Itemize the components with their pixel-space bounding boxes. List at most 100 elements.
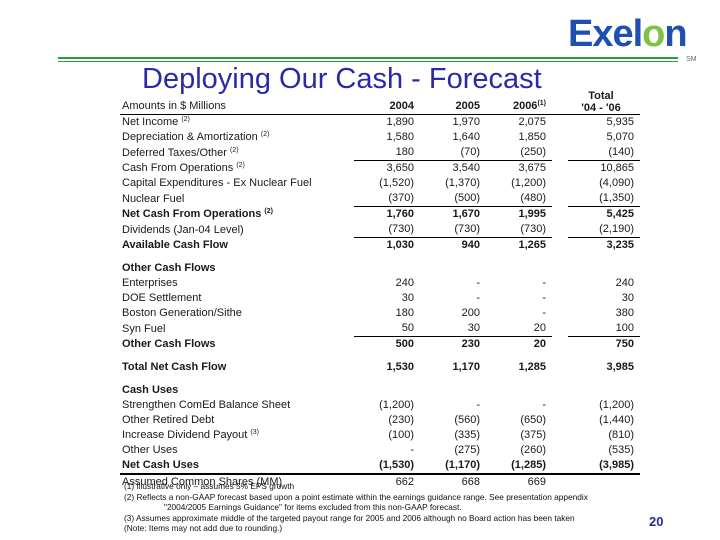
row-label: Capital Expenditures - Ex Nuclear Fuel bbox=[120, 176, 354, 191]
value-2005-text: 940 bbox=[461, 239, 480, 251]
table-row: Total Net Cash Flow 1,530 1,170 1,285 3,985 bbox=[120, 360, 640, 375]
value-2005-text: 1,670 bbox=[452, 208, 480, 220]
row-label: Other Cash Flows bbox=[120, 337, 354, 353]
value-total-text: (1,200) bbox=[599, 399, 634, 411]
row-label: Net Cash From Operations (2) bbox=[120, 207, 354, 223]
value-2004: (1,530) bbox=[354, 458, 420, 475]
exelon-logo: Exelon SM bbox=[568, 13, 697, 63]
table-row: Cash From Operations (2) 3,650 3,540 3,675 1… bbox=[120, 161, 640, 177]
value-total-text: 3,985 bbox=[606, 361, 634, 373]
row-label-text: DOE Settlement bbox=[122, 292, 202, 304]
value-2005: 30 bbox=[420, 321, 486, 337]
value-2006: (1,200) bbox=[486, 176, 552, 191]
value-2005: 1,640 bbox=[420, 130, 486, 145]
table-row: Increase Dividend Payout (3) (100) (335) (3… bbox=[120, 428, 640, 443]
value-2006-text: 20 bbox=[533, 322, 546, 334]
cash-flow-table: Amounts in $ Millions 2004 2005 2006 (1) … bbox=[120, 88, 640, 490]
row-label-text: Cash Uses bbox=[122, 384, 179, 396]
row-label-text: Other Uses bbox=[122, 444, 178, 456]
value-2004-text: 3,650 bbox=[386, 162, 414, 174]
value-2004-text: 662 bbox=[395, 476, 414, 488]
header-amounts-label: Amounts in $ Millions bbox=[122, 100, 226, 112]
logo-trademark: SM bbox=[686, 56, 697, 63]
value-2004-text: 1,030 bbox=[386, 239, 414, 251]
value-total: 5,425 bbox=[568, 207, 640, 223]
value-total: (4,090) bbox=[568, 176, 640, 191]
value-2004: 30 bbox=[354, 291, 420, 306]
row-label-text: Net Income bbox=[122, 116, 179, 128]
header-2006-note: (1) bbox=[537, 100, 546, 107]
row-label: Available Cash Flow bbox=[120, 238, 354, 254]
value-total-text: 5,935 bbox=[606, 116, 634, 128]
value-total-text: 750 bbox=[615, 338, 634, 350]
value-2005: (1,170) bbox=[420, 458, 486, 475]
row-footnote-ref: (2) bbox=[260, 131, 270, 138]
value-2005-text: (500) bbox=[454, 192, 480, 204]
table-row: DOE Settlement 30 - - 30 bbox=[120, 291, 640, 306]
table-row: Other Retired Debt (230) (560) (650) (1,440) bbox=[120, 413, 640, 428]
table-row: Syn Fuel 50 30 20 100 bbox=[120, 321, 640, 337]
value-2005: - bbox=[420, 398, 486, 413]
value-total-text: (2,190) bbox=[599, 223, 634, 235]
value-total: (1,350) bbox=[568, 191, 640, 207]
page-number: 20 bbox=[649, 514, 664, 529]
row-label: DOE Settlement bbox=[120, 291, 354, 306]
value-2006: 20 bbox=[486, 337, 552, 353]
value-2005-text: 3,540 bbox=[452, 162, 480, 174]
value-2005 bbox=[420, 261, 486, 276]
value-2004-text: (370) bbox=[388, 192, 414, 204]
value-total-text: 380 bbox=[615, 307, 634, 319]
value-2006-text: 20 bbox=[533, 338, 546, 350]
row-label: Boston Generation/Sithe bbox=[120, 306, 354, 321]
value-2006: 2,075 bbox=[486, 114, 552, 130]
value-2006-text: 3,675 bbox=[518, 162, 546, 174]
value-2004: 662 bbox=[354, 474, 420, 490]
value-2004-text: 30 bbox=[401, 292, 414, 304]
value-2004: 1,760 bbox=[354, 207, 420, 223]
value-2004-text: (100) bbox=[388, 429, 414, 441]
table-row: Other Uses - (275) (260) (535) bbox=[120, 443, 640, 458]
value-2005-text: (1,370) bbox=[445, 177, 480, 189]
value-2006: (480) bbox=[486, 191, 552, 207]
logo-text: Exelon bbox=[568, 13, 688, 55]
value-2005-text: 30 bbox=[467, 322, 480, 334]
value-2006: - bbox=[486, 306, 552, 321]
footnote-3: (3) Assumes approximate middle of the ta… bbox=[124, 512, 575, 523]
value-2006-text: 669 bbox=[527, 476, 546, 488]
value-2005-text: (1,170) bbox=[445, 459, 480, 471]
value-total: 240 bbox=[568, 276, 640, 291]
table-row: Strengthen ComEd Balance Sheet (1,200) - - (… bbox=[120, 398, 640, 413]
row-label: Net Income (2) bbox=[120, 114, 354, 130]
value-2006: 1,285 bbox=[486, 360, 552, 375]
value-2005: 940 bbox=[420, 238, 486, 254]
table-row: Other Cash Flows bbox=[120, 261, 640, 276]
row-label-text: Dividends (Jan-04 Level) bbox=[122, 223, 244, 236]
value-total: 3,235 bbox=[568, 238, 640, 254]
value-total: 30 bbox=[568, 291, 640, 306]
value-total-text: (810) bbox=[608, 429, 634, 441]
value-total: (1,440) bbox=[568, 413, 640, 428]
value-total: 10,865 bbox=[568, 161, 640, 177]
value-2005: 1,970 bbox=[420, 114, 486, 130]
value-2004: 1,030 bbox=[354, 238, 420, 254]
row-label: Other Cash Flows bbox=[120, 261, 354, 276]
table-row: Available Cash Flow 1,030 940 1,265 3,235 bbox=[120, 238, 640, 254]
value-total-text: (140) bbox=[608, 146, 634, 158]
value-2004-text: - bbox=[410, 444, 414, 456]
value-2006-text: (250) bbox=[520, 146, 546, 158]
footnote-1: (1) Illustrative only – assumes 5% EPS g… bbox=[124, 481, 295, 491]
header-2006: 2006(1) bbox=[486, 88, 552, 115]
value-2006-text: (480) bbox=[520, 192, 546, 204]
value-2005-text: - bbox=[476, 399, 480, 411]
value-2006-text: 1,995 bbox=[518, 208, 546, 220]
value-2006 bbox=[486, 261, 552, 276]
table-row: Dividends (Jan-04 Level) (730) (730) (730) (… bbox=[120, 222, 640, 238]
value-2004: 1,580 bbox=[354, 130, 420, 145]
row-label: Depreciation & Amortization (2) bbox=[120, 130, 354, 145]
value-2005: (335) bbox=[420, 428, 486, 443]
table-row: Depreciation & Amortization (2) 1,580 1,64… bbox=[120, 130, 640, 145]
value-2004: (100) bbox=[354, 428, 420, 443]
footnotes: (1) Illustrative only – assumes 5% EPS g… bbox=[124, 481, 644, 534]
value-total-text: 10,865 bbox=[600, 162, 634, 174]
value-2005: 668 bbox=[420, 474, 486, 490]
